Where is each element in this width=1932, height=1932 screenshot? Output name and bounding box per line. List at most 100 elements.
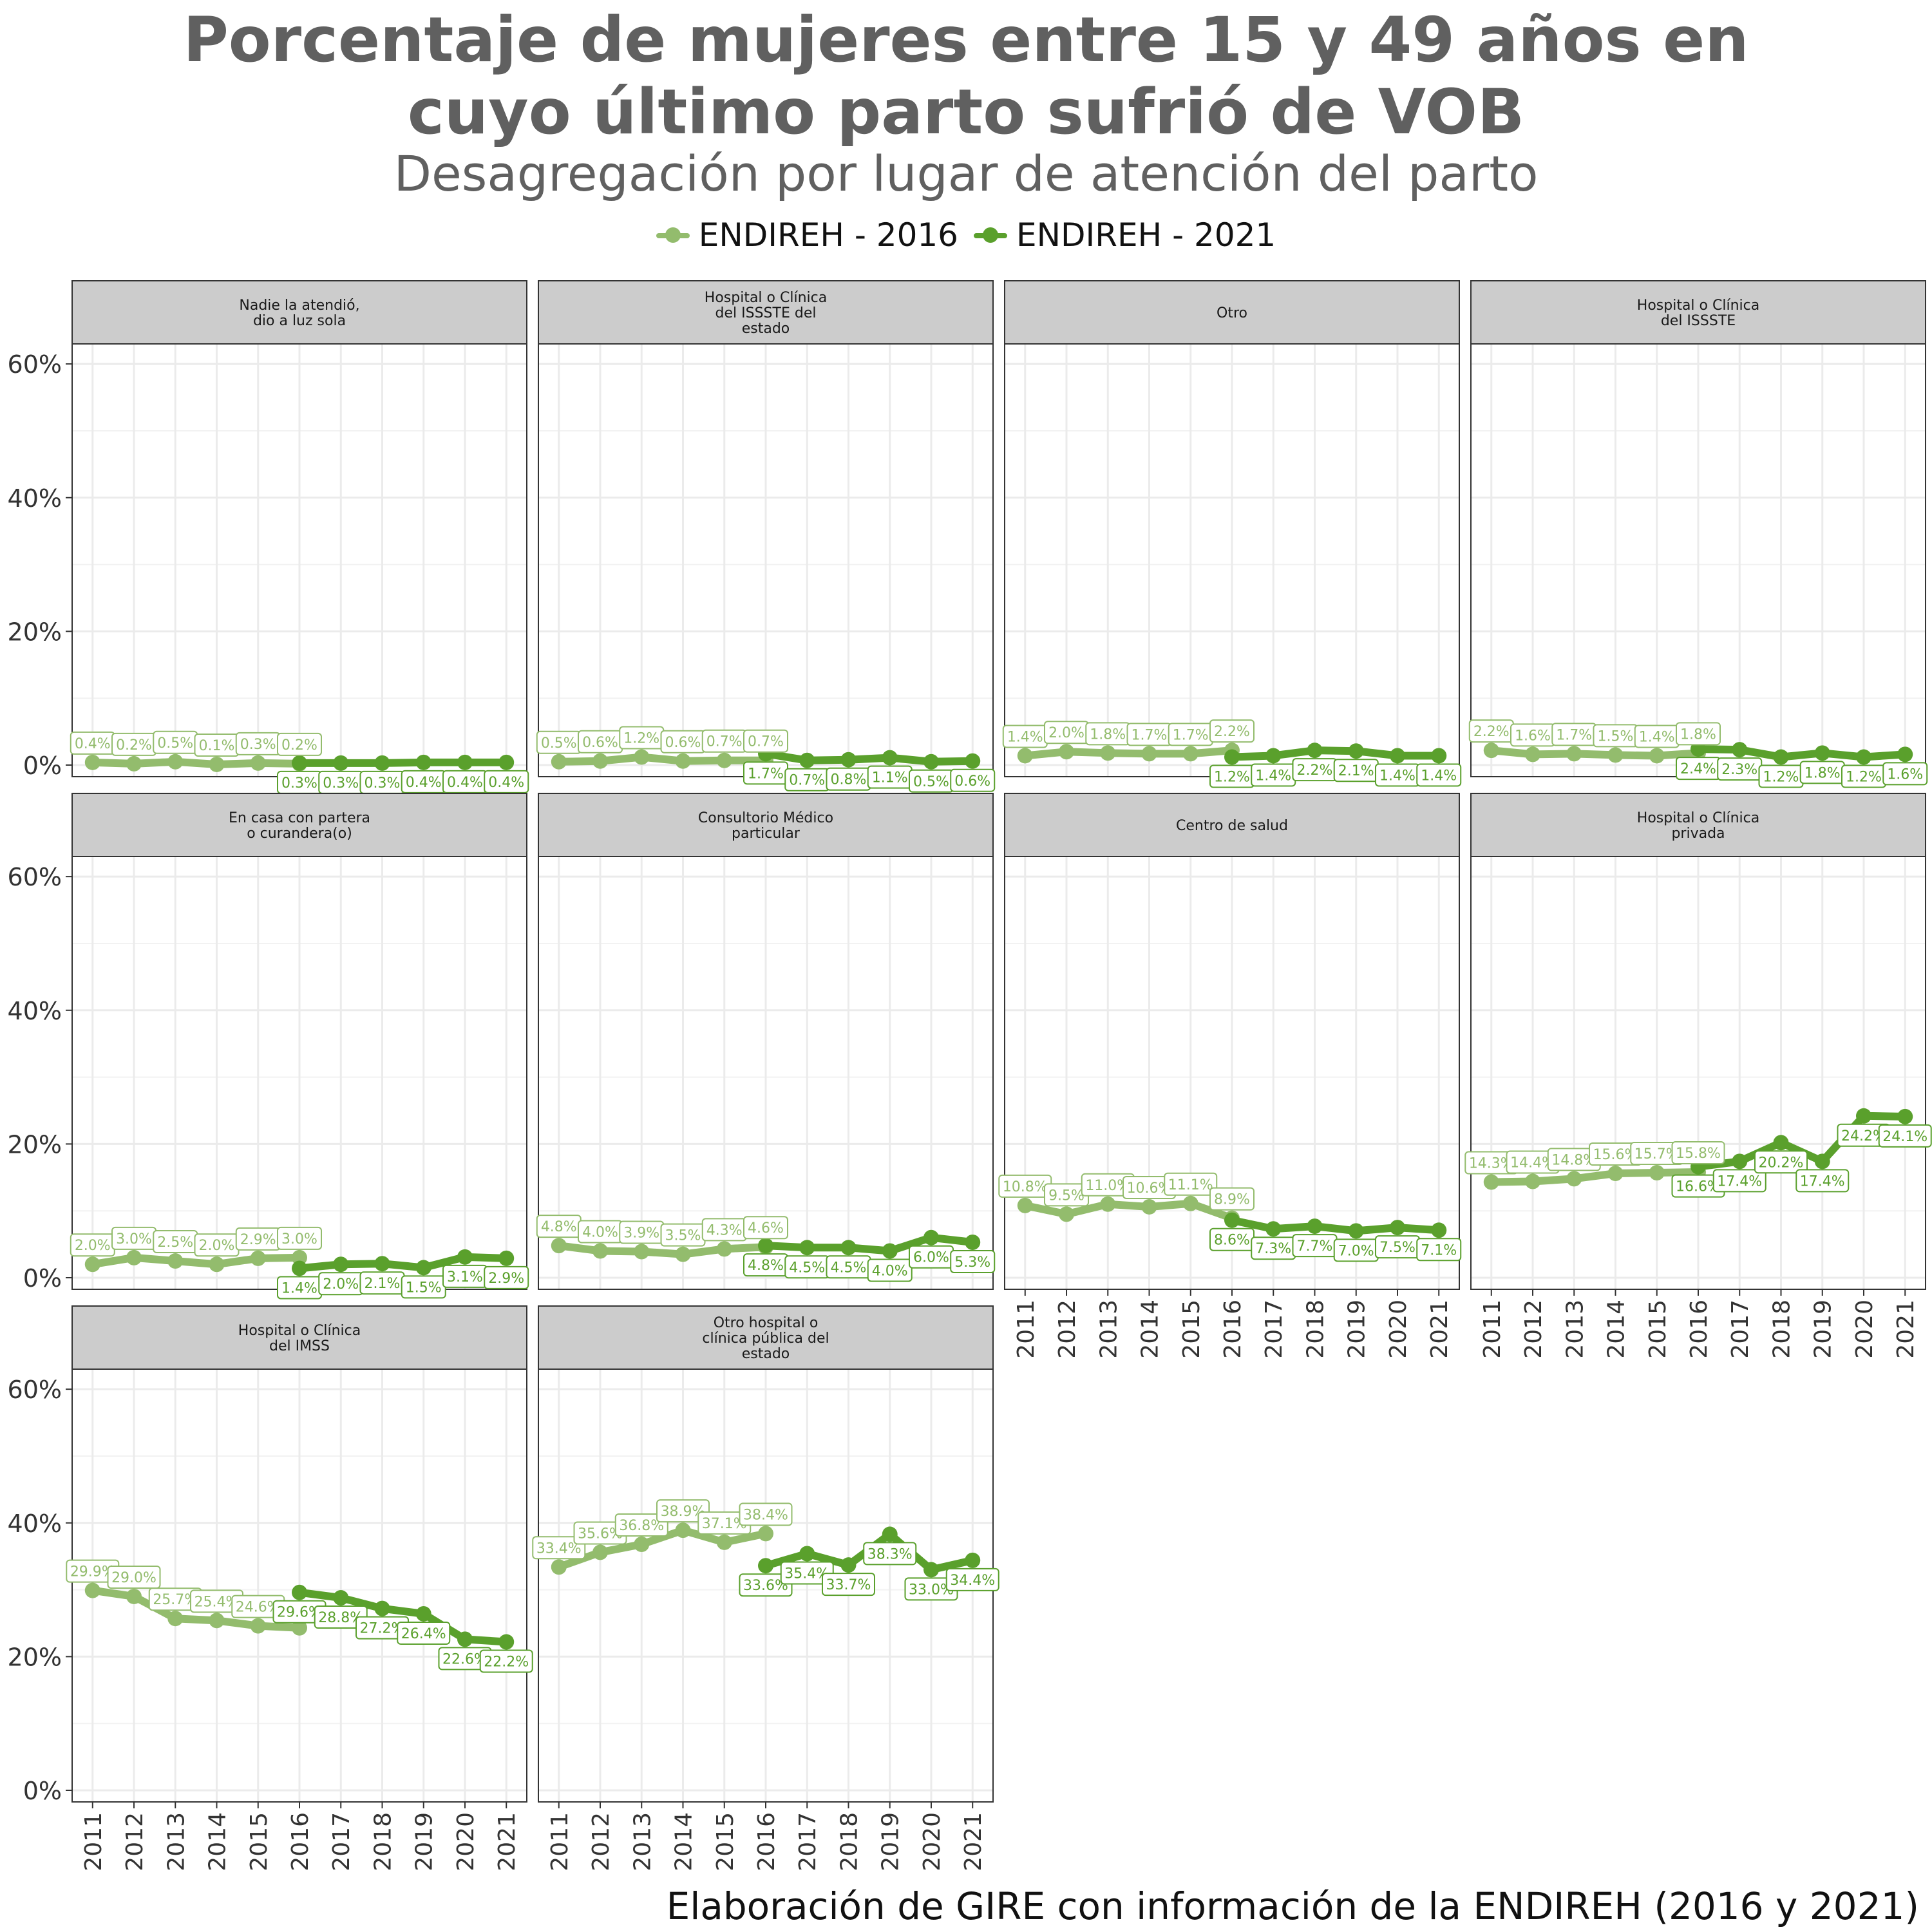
series-2016-data-label-text: 3.0%: [116, 1231, 152, 1247]
series-2016-data-label-box: [743, 1216, 788, 1240]
series-2016-point: [716, 752, 732, 768]
series-2021-data-label: 0.3%: [277, 770, 322, 794]
facet-strip-label: Otro hospital o: [714, 1315, 819, 1331]
series-2021-point: [840, 1240, 857, 1256]
series-2021-data-label-text: 1.8%: [1804, 765, 1841, 781]
series-2021-point: [882, 1243, 898, 1259]
series-2021-point: [799, 1546, 815, 1562]
series-2021-data-label: 24.1%: [1878, 1124, 1932, 1148]
x-tick-label: 2011: [1013, 1300, 1039, 1359]
series-2016-data-label: 1.5%: [1593, 724, 1638, 748]
facet-strip-label: Nadie la atendió,: [239, 298, 359, 314]
series-2021-point: [333, 1256, 349, 1273]
chart-title: Porcentaje de mujeres entre 15 y 49 años…: [0, 0, 1932, 148]
series-2016-data-label: 0.3%: [235, 732, 281, 755]
series-2016-data-label-text: 0.6%: [582, 735, 618, 751]
series-2016-data-label-text: 0.5%: [157, 735, 193, 752]
y-tick-label: 60%: [8, 1376, 62, 1404]
series-2021-point: [1389, 1220, 1405, 1236]
series-2021-point: [1265, 1221, 1282, 1237]
series-2021-data-label-text: 7.3%: [1255, 1241, 1291, 1257]
series-2021-point: [374, 1256, 390, 1272]
series-2021-data-label-text: 2.4%: [1680, 761, 1716, 777]
series-2021-data-label-text: 24.1%: [1882, 1129, 1927, 1145]
series-2021-data-label-text: 0.5%: [913, 774, 949, 790]
series-2021-data-label-text: 1.2%: [1763, 770, 1799, 786]
series-2016-data-label: 2.0%: [194, 1233, 240, 1257]
series-2016-data-label: 0.5%: [536, 730, 582, 754]
series-2016-data-label: 4.0%: [578, 1220, 623, 1244]
series-2021-data-label-text: 17.4%: [1717, 1173, 1762, 1189]
series-2021-data-label-box: [397, 1621, 451, 1645]
series-2021-data-label: 2.4%: [1676, 757, 1721, 781]
series-2016-point: [1607, 1166, 1624, 1182]
series-2016-data-label: 4.8%: [536, 1215, 582, 1238]
x-tick-label: 2016: [1220, 1300, 1246, 1359]
series-2016-data-label-box: [277, 732, 322, 756]
series-2021-point: [498, 754, 515, 770]
facet-strip: [71, 793, 527, 857]
series-2021-data-label: 4.5%: [784, 1255, 830, 1279]
series-2016-point: [1483, 743, 1499, 759]
series-2016-data-label: 36.8%: [614, 1513, 668, 1537]
series-2021-point: [457, 754, 473, 770]
series-2021-data-label-text: 1.2%: [1214, 770, 1250, 786]
x-tick-label: 2012: [1520, 1300, 1547, 1359]
series-2016-data-label-text: 2.0%: [75, 1238, 111, 1254]
facet-strip-label: dio a luz sola: [253, 313, 346, 329]
series-2016-data-label-text: 2.5%: [157, 1235, 193, 1251]
series-2021-point: [292, 755, 307, 771]
facet-strip-label: Hospital o Clínica: [238, 1323, 361, 1339]
series-2016-data-label-box: [1671, 1141, 1725, 1164]
x-tick-label: 2014: [205, 1812, 231, 1871]
series-2021-data-label: 1.8%: [1799, 761, 1845, 784]
series-2016-data-label: 3.0%: [277, 1226, 322, 1250]
series-2016-point: [292, 1620, 307, 1636]
series-2016-point: [1141, 1198, 1157, 1215]
series-2016-data-label: 1.4%: [1002, 724, 1048, 748]
chart-title-line-2: cuyo último parto sufrió de VOB: [407, 76, 1525, 148]
series-2016-data-label: 2.2%: [1209, 719, 1255, 743]
series-2016-point: [1100, 1196, 1116, 1212]
series-2016-data-label-text: 0.2%: [281, 737, 317, 753]
series-2021-data-label: 17.4%: [1795, 1169, 1850, 1193]
series-2016-data-label-text: 0.2%: [116, 737, 152, 753]
series-2016-line: [88, 757, 303, 768]
series-2016-data-label-text: 4.8%: [541, 1219, 577, 1235]
series-2021-data-label: 5.3%: [950, 1249, 996, 1273]
series-2021-point: [923, 1229, 939, 1245]
series-2016-data-label: 1.4%: [1634, 724, 1680, 748]
series-2016-point: [675, 1522, 691, 1539]
series-2016-data-label-text: 2.2%: [1214, 724, 1250, 740]
series-2021-data-label: 38.3%: [863, 1542, 917, 1566]
series-2021-data-label-text: 1.1%: [872, 770, 908, 786]
series-2021-data-label-text: 0.7%: [789, 773, 825, 789]
series-2021-data-label: 22.6%: [438, 1647, 492, 1671]
series-2021-data-label: 0.5%: [908, 769, 954, 793]
series-2021-point: [498, 1634, 515, 1650]
series-2021-data-label: 6.0%: [908, 1245, 954, 1269]
series-2021-point: [333, 755, 349, 771]
series-2021-point: [415, 1260, 431, 1276]
series-2021-point: [965, 1552, 981, 1568]
series-2016-data-label-text: 1.6%: [1515, 728, 1551, 744]
series-2021-point: [457, 1631, 473, 1647]
series-2021-point: [923, 753, 939, 770]
chart-title-line-1: Porcentaje de mujeres entre 15 y 49 años…: [183, 4, 1749, 76]
series-2021-data-label: 33.7%: [821, 1573, 875, 1596]
series-2021-data-label-box: [821, 1573, 875, 1596]
series-2021-data-label-text: 22.2%: [484, 1654, 529, 1671]
series-2016-point: [1566, 1171, 1582, 1187]
series-2021-point: [498, 1250, 515, 1266]
series-2016-point: [1100, 745, 1116, 761]
panel-border: [538, 856, 994, 1290]
series-2016-data-label: 8.9%: [1209, 1187, 1255, 1211]
legend-key-2021: [974, 225, 1007, 245]
series-2016-data-label-text: 33.4%: [536, 1540, 582, 1557]
series-2016-point: [209, 1256, 225, 1273]
series-2021-point: [882, 750, 898, 766]
series-2021-data-label: 8.6%: [1209, 1227, 1255, 1251]
series-2016-data-label: 1.8%: [1085, 722, 1131, 746]
series-2021-data-label: 1.6%: [1882, 762, 1928, 786]
